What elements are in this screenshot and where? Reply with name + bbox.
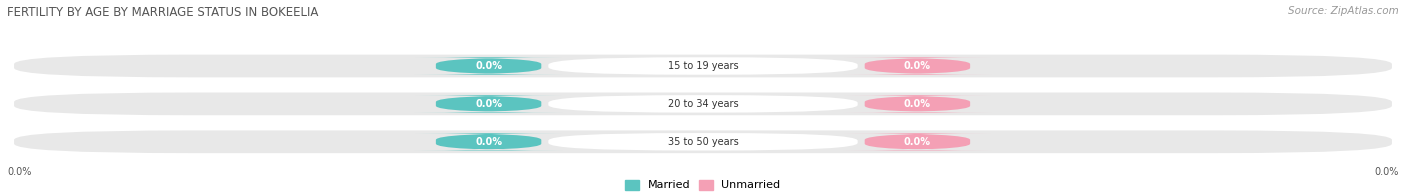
FancyBboxPatch shape [548, 95, 858, 113]
FancyBboxPatch shape [14, 130, 1392, 153]
Text: 15 to 19 years: 15 to 19 years [668, 61, 738, 71]
FancyBboxPatch shape [548, 57, 858, 75]
FancyBboxPatch shape [14, 55, 1392, 77]
Text: 0.0%: 0.0% [475, 137, 502, 147]
Text: 0.0%: 0.0% [904, 61, 931, 71]
FancyBboxPatch shape [415, 57, 562, 75]
Text: Source: ZipAtlas.com: Source: ZipAtlas.com [1288, 6, 1399, 16]
FancyBboxPatch shape [844, 95, 991, 113]
Text: 0.0%: 0.0% [475, 99, 502, 109]
Text: 35 to 50 years: 35 to 50 years [668, 137, 738, 147]
FancyBboxPatch shape [415, 95, 562, 113]
Text: 0.0%: 0.0% [904, 137, 931, 147]
Text: 0.0%: 0.0% [1375, 167, 1399, 178]
Text: FERTILITY BY AGE BY MARRIAGE STATUS IN BOKEELIA: FERTILITY BY AGE BY MARRIAGE STATUS IN B… [7, 6, 318, 19]
FancyBboxPatch shape [844, 133, 991, 151]
FancyBboxPatch shape [548, 133, 858, 151]
FancyBboxPatch shape [415, 133, 562, 151]
Text: 0.0%: 0.0% [7, 167, 31, 178]
Text: 20 to 34 years: 20 to 34 years [668, 99, 738, 109]
Text: 0.0%: 0.0% [904, 99, 931, 109]
FancyBboxPatch shape [14, 93, 1392, 115]
Legend: Married, Unmarried: Married, Unmarried [626, 180, 780, 191]
Text: 0.0%: 0.0% [475, 61, 502, 71]
FancyBboxPatch shape [844, 57, 991, 75]
